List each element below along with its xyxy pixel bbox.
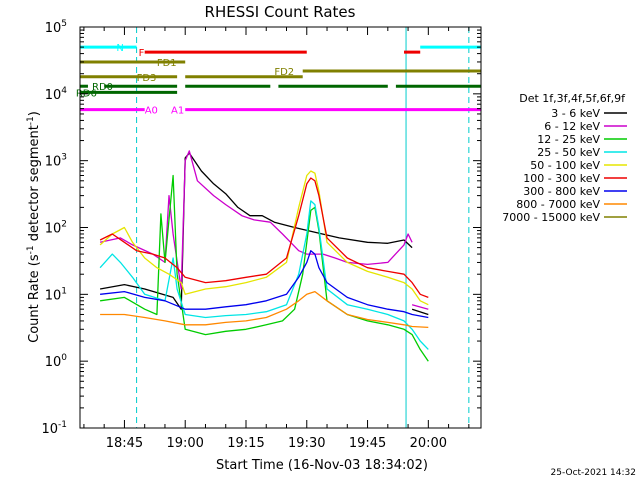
legend-label-6: 300 - 800 keV — [523, 185, 600, 198]
series-line-7-0 — [100, 290, 429, 329]
chart-title: RHESSI Count Rates — [205, 3, 356, 21]
legend-label-4: 50 - 100 keV — [530, 159, 600, 172]
x-tick-label-3: 19:30 — [288, 436, 325, 451]
series-line-4-0 — [99, 170, 429, 306]
series-line-1-0 — [99, 150, 413, 290]
state-bar-label-rd0: RD0 — [92, 82, 113, 93]
x-axis-label: Start Time (16-Nov-03 18:34:02) — [216, 458, 428, 473]
legend-label-5: 100 - 300 keV — [523, 172, 600, 185]
y-tick-label-1: 100 — [45, 353, 68, 370]
legend-title: Det 1f,3f,4f,5f,6f,9f — [519, 92, 626, 105]
state-bar-label-fd3: FD3 — [137, 73, 157, 84]
series-line-6-0 — [100, 250, 429, 319]
x-tick-label-2: 19:15 — [227, 436, 264, 451]
x-tick-label-5: 20:00 — [410, 436, 447, 451]
state-bar-label-a1: A1 — [171, 106, 184, 117]
state-bar-label-fd2: FD2 — [274, 67, 294, 78]
state-bar-label-a0: A0 — [145, 106, 158, 117]
y-tick-label-0: 10-1 — [41, 420, 67, 437]
series-line-5-0 — [99, 177, 429, 299]
series-line-0-1 — [411, 308, 429, 316]
legend-label-7: 800 - 7000 keV — [516, 198, 600, 211]
y-tick-label-2: 101 — [45, 286, 67, 303]
y-tick-label-6: 105 — [45, 19, 67, 36]
x-tick-label-1: 19:00 — [166, 436, 203, 451]
x-tick-label-0: 18:45 — [106, 436, 143, 451]
state-bar-label-f: F — [139, 48, 145, 59]
y-tick-label-3: 102 — [45, 220, 67, 237]
x-tick-label-4: 19:45 — [349, 436, 386, 451]
timestamp: 25-Oct-2021 14:32 — [551, 468, 636, 478]
series-line-1-1 — [411, 304, 429, 310]
legend-label-3: 25 - 50 keV — [537, 146, 600, 159]
legend-label-0: 3 - 6 keV — [551, 107, 600, 120]
legend-label-2: 12 - 25 keV — [537, 133, 600, 146]
y-tick-label-4: 103 — [45, 153, 67, 170]
y-axis-label: Count Rate (s-1 detector segment-1) — [26, 111, 42, 343]
series-line-2-0 — [100, 174, 429, 362]
legend-label-1: 6 - 12 keV — [544, 120, 600, 133]
series-line-0-0 — [99, 152, 413, 310]
y-tick-label-5: 104 — [45, 86, 68, 103]
axes: 18:45 19:00 19:15 19:30 19:45 20:00 10-1 100 101… — [41, 19, 481, 451]
series-line-3-0 — [99, 200, 429, 350]
legend-label-8: 7000 - 15000 keV — [502, 211, 600, 224]
state-bar-label-fd1: FD1 — [157, 58, 177, 69]
state-bar-label-n: N — [116, 43, 123, 54]
